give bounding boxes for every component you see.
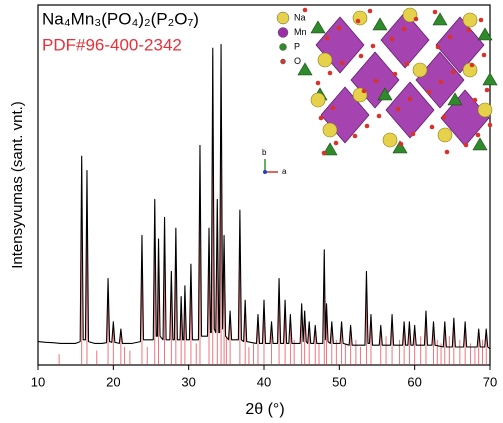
crystal-o xyxy=(482,53,487,58)
crystal-o xyxy=(427,90,432,95)
crystal-o xyxy=(334,141,339,146)
legend-atom xyxy=(280,44,287,51)
crystal-na xyxy=(438,128,452,142)
x-axis-label: 2θ (°) xyxy=(245,401,284,418)
crystal-o xyxy=(448,35,453,40)
crystal-na xyxy=(478,103,492,117)
crystal-na xyxy=(323,123,337,137)
crystal-na xyxy=(463,13,477,27)
crystal-polyhedron xyxy=(381,12,429,68)
crystal-o xyxy=(473,98,478,103)
crystal-na xyxy=(353,11,367,25)
crystal-o xyxy=(393,72,398,77)
legend-atom xyxy=(277,12,289,24)
axis-label: a xyxy=(282,167,287,176)
crystal-na xyxy=(318,53,332,67)
crystal-tetrahedron xyxy=(433,13,447,25)
series-label: PDF#96-400-2342 xyxy=(42,35,182,54)
crystal-o xyxy=(485,88,490,93)
x-tick-label: 10 xyxy=(31,374,45,389)
crystal-o xyxy=(365,124,370,129)
crystal-o xyxy=(408,97,413,102)
crystal-o xyxy=(442,115,447,120)
crystal-tetrahedron xyxy=(373,18,387,30)
x-tick-label: 60 xyxy=(407,374,421,389)
crystal-o xyxy=(322,151,327,156)
crystal-o xyxy=(368,9,373,14)
crystal-o xyxy=(414,17,419,22)
crystal-o xyxy=(337,26,342,31)
chart: Na Mn POb a Na₄Mn₃(PO₄)₂(P₂O₇) PDF#96-400-2… xyxy=(0,0,503,423)
crystal-tetrahedron xyxy=(483,73,497,85)
crystal-o xyxy=(479,18,484,23)
crystal-tetrahedron xyxy=(311,21,325,33)
crystal-o xyxy=(371,44,376,49)
crystal-o xyxy=(433,10,438,15)
crystal-o xyxy=(340,61,345,66)
y-axis-label: Intensyvumas (sant. vnt.) xyxy=(9,101,26,269)
crystal-o xyxy=(331,106,336,111)
crystal-o xyxy=(374,79,379,84)
x-tick-label: 30 xyxy=(181,374,195,389)
legend-label: O xyxy=(294,56,301,66)
x-tick-label: 70 xyxy=(483,374,497,389)
crystal-o xyxy=(353,134,358,139)
crystal-o xyxy=(488,123,493,128)
crystal-o xyxy=(396,107,401,112)
crystal-o xyxy=(439,80,444,85)
crystal-o xyxy=(390,37,395,42)
crystal-o xyxy=(399,142,404,147)
x-tick-label: 40 xyxy=(257,374,271,389)
legend-label: Na xyxy=(294,12,306,22)
crystal-o xyxy=(470,63,475,68)
crystal-o xyxy=(362,89,367,94)
crystal-o xyxy=(356,19,361,24)
crystal-o xyxy=(451,70,456,75)
crystal-o xyxy=(445,150,450,155)
pattern-line xyxy=(38,45,490,349)
crystal-o xyxy=(325,36,330,41)
axis-c xyxy=(263,170,267,174)
x-tick-label: 20 xyxy=(106,374,120,389)
legend-label: P xyxy=(294,41,300,51)
crystal-na xyxy=(413,63,427,77)
crystal-o xyxy=(359,54,364,59)
crystal-o xyxy=(467,28,472,33)
legend-label: Mn xyxy=(294,27,307,37)
crystal-o xyxy=(464,143,469,148)
crystal-na xyxy=(383,133,397,147)
crystal-o xyxy=(377,114,382,119)
legend-atom xyxy=(281,59,286,64)
crystal-tetrahedron xyxy=(473,138,487,150)
crystal-o xyxy=(316,81,321,86)
crystal-o xyxy=(303,8,308,13)
crystal-o xyxy=(476,133,481,138)
crystal-o xyxy=(411,132,416,137)
crystal-o xyxy=(430,125,435,130)
crystal-na xyxy=(311,93,325,107)
crystal-o xyxy=(328,71,333,76)
crystal-o xyxy=(405,62,410,67)
crystal-o xyxy=(319,116,324,121)
x-tick-label: 50 xyxy=(332,374,346,389)
crystal-o xyxy=(436,45,441,50)
series-label: Na₄Mn₃(PO₄)₂(P₂O₇) xyxy=(42,9,199,28)
axis-label: b xyxy=(262,148,267,157)
crystal-o xyxy=(402,27,407,32)
legend-atom xyxy=(278,28,288,38)
